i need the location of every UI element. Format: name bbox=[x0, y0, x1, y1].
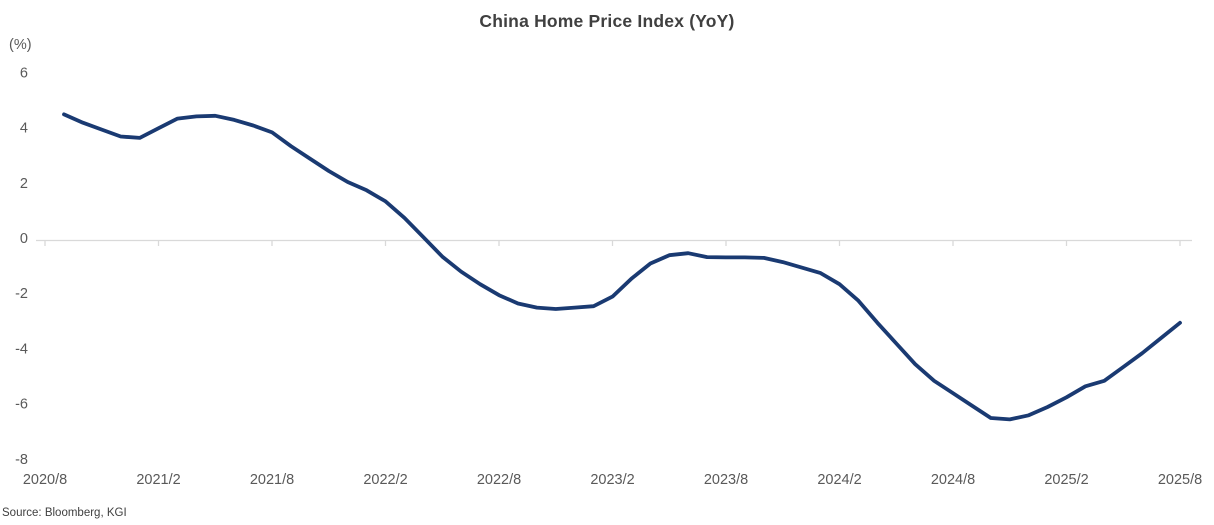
y-axis-label: -2 bbox=[15, 286, 28, 302]
x-axis-label: 2023/2 bbox=[590, 472, 634, 488]
chart-title: China Home Price Index (YoY) bbox=[479, 11, 735, 31]
x-axis-label: 2024/8 bbox=[931, 472, 975, 488]
x-axis-label: 2024/2 bbox=[817, 472, 861, 488]
x-axis-label: 2021/8 bbox=[250, 472, 294, 488]
y-axis-label: 2 bbox=[20, 176, 28, 192]
y-axis-label: -4 bbox=[15, 341, 28, 357]
y-axis-label: 0 bbox=[20, 231, 28, 247]
x-axis-label: 2022/8 bbox=[477, 472, 521, 488]
y-axis-label: 6 bbox=[20, 65, 28, 81]
y-axis-label: 4 bbox=[20, 121, 28, 137]
x-axis-label: 2021/2 bbox=[136, 472, 180, 488]
x-axis-label: 2022/2 bbox=[363, 472, 407, 488]
y-axis-label: -8 bbox=[15, 452, 28, 468]
x-axis-label: 2025/2 bbox=[1044, 472, 1088, 488]
x-axis-label: 2023/8 bbox=[704, 472, 748, 488]
price-line-series bbox=[62, 112, 1182, 422]
x-axis-label: 2025/8 bbox=[1158, 472, 1202, 488]
y-axis-label: -6 bbox=[15, 397, 28, 413]
x-axis-label: 2020/8 bbox=[23, 472, 67, 488]
y-axis-unit-label: (%) bbox=[9, 37, 32, 53]
source-note: Source: Bloomberg, KGI bbox=[2, 507, 127, 519]
